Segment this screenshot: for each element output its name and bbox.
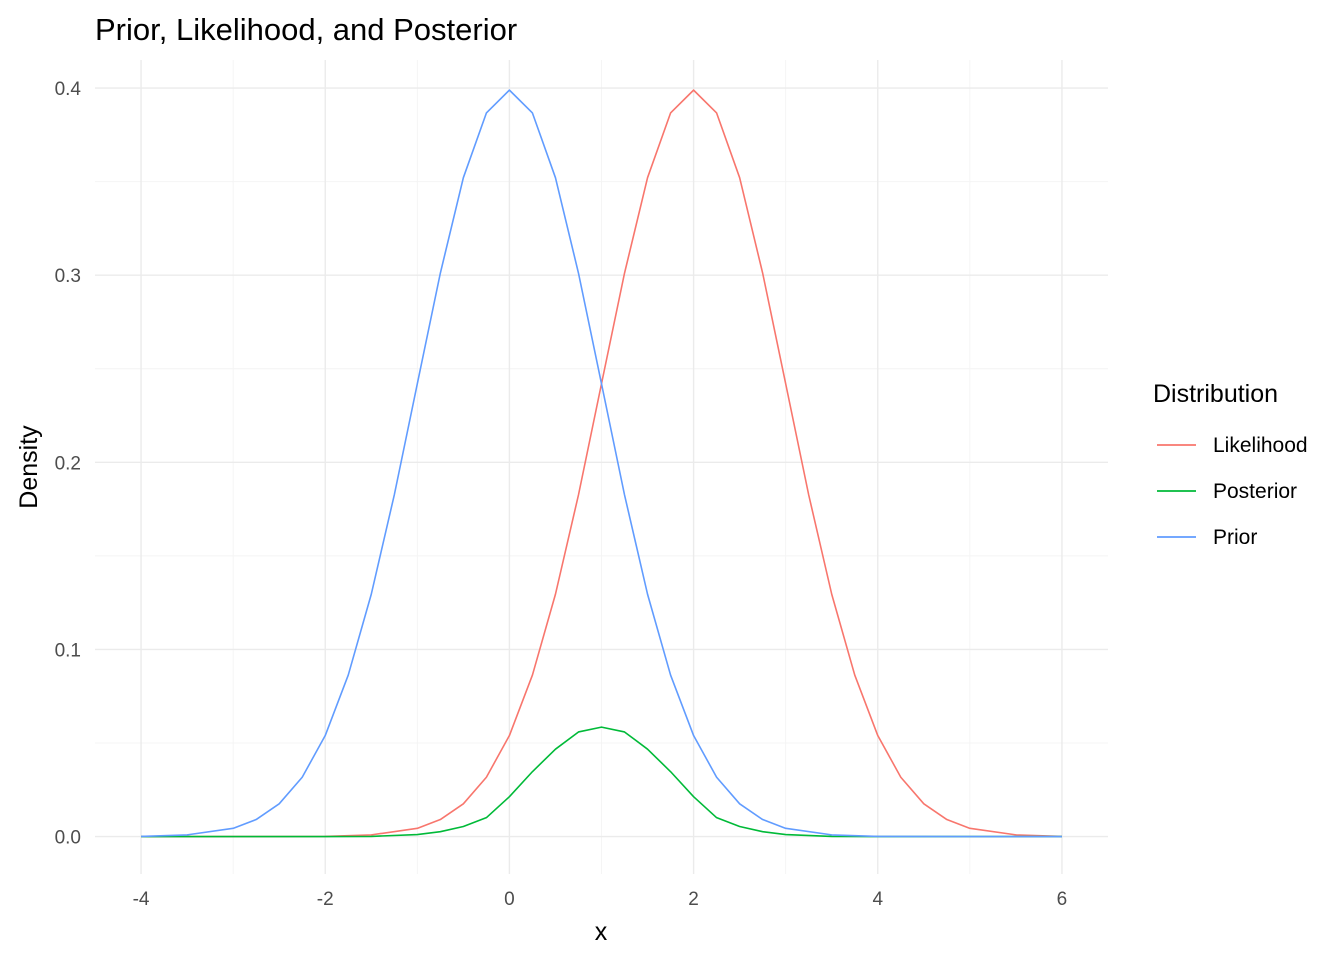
x-tick-label: -4 <box>133 889 150 910</box>
x-tick-label: 0 <box>504 889 515 910</box>
x-tick-label: -2 <box>317 889 334 910</box>
x-axis-ticks: -4 -2 0 2 4 6 <box>133 889 1068 910</box>
x-tick-label: 6 <box>1057 889 1068 910</box>
series-line-prior <box>141 89 1062 838</box>
chart-title: Prior, Likelihood, and Posterior <box>95 12 517 47</box>
y-tick-label: 0.4 <box>55 79 82 100</box>
legend-label-posterior: Posterior <box>1213 480 1297 503</box>
series-line-posterior <box>141 726 1062 838</box>
x-axis-title: x <box>595 918 608 946</box>
y-tick-label: 0.3 <box>55 266 81 287</box>
series-lines <box>141 89 1062 838</box>
y-axis-ticks: 0.0 0.1 0.2 0.3 0.4 <box>55 79 82 849</box>
x-tick-label: 2 <box>688 889 699 910</box>
y-tick-label: 0.0 <box>55 828 81 849</box>
y-tick-label: 0.1 <box>55 640 81 661</box>
x-tick-label: 4 <box>872 889 883 910</box>
legend-title: Distribution <box>1153 380 1278 408</box>
legend-label-prior: Prior <box>1213 526 1257 549</box>
y-axis-title: Density <box>15 425 43 509</box>
legend: Distribution Likelihood Posterior Prior <box>1153 380 1308 549</box>
legend-label-likelihood: Likelihood <box>1213 434 1308 457</box>
grid <box>95 60 1108 874</box>
y-tick-label: 0.2 <box>55 453 81 474</box>
series-line-likelihood <box>141 89 1062 838</box>
